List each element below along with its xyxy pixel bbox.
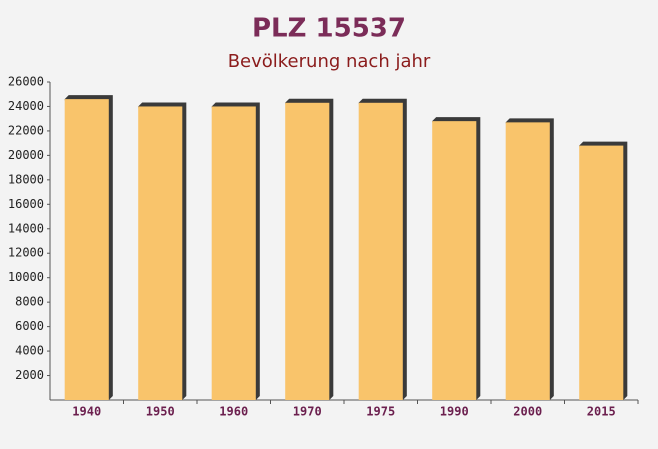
bar [138, 106, 183, 400]
x-tick-label: 1975 [366, 405, 395, 419]
bar [579, 145, 624, 400]
y-tick-label: 22000 [8, 123, 44, 137]
y-tick-label: 20000 [8, 148, 44, 162]
y-tick-label: 18000 [8, 172, 44, 186]
chart-title: PLZ 15537 [252, 14, 406, 44]
y-tick-label: 10000 [8, 270, 44, 284]
y-tick-label: 4000 [15, 344, 44, 358]
bar [211, 106, 256, 400]
y-tick-label: 8000 [15, 295, 44, 309]
bar [505, 122, 550, 400]
y-tick-label: 2000 [15, 368, 44, 382]
x-tick-label: 1960 [219, 405, 248, 419]
bar [432, 121, 477, 400]
x-tick-label: 1950 [146, 405, 175, 419]
x-tick-label: 2000 [513, 405, 542, 419]
x-tick-label: 2015 [587, 405, 616, 419]
y-tick-label: 24000 [8, 99, 44, 113]
y-tick-label: 16000 [8, 197, 44, 211]
y-tick-label: 6000 [15, 319, 44, 333]
x-tick-label: 1990 [440, 405, 469, 419]
chart-subtitle: Bevölkerung nach jahr [228, 51, 431, 72]
bar [358, 102, 403, 401]
y-tick-label: 12000 [8, 246, 44, 260]
x-tick-label: 1940 [72, 405, 101, 419]
bar [64, 99, 109, 400]
y-tick-label: 26000 [8, 75, 44, 89]
x-tick-label: 1970 [293, 405, 322, 419]
bar [285, 102, 330, 401]
y-tick-label: 14000 [8, 221, 44, 235]
